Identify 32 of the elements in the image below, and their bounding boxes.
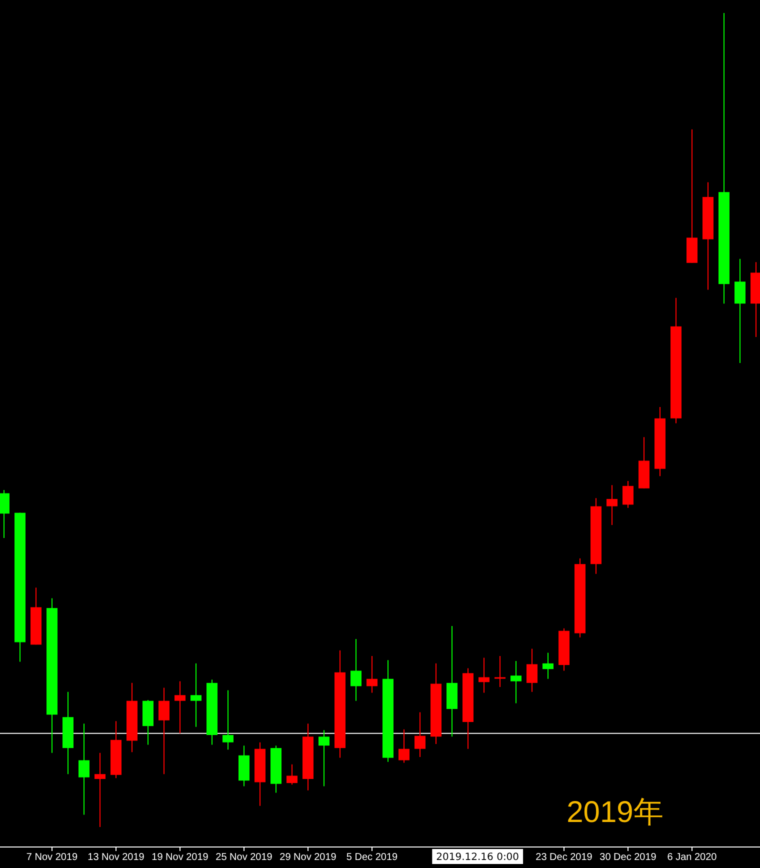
candlestick [414,712,426,758]
candlestick [158,687,170,775]
candlestick [78,723,90,816]
candlestick [526,648,538,692]
candlestick [94,752,106,828]
candlestick [190,662,202,728]
x-tick-label: 23 Dec 2019 [536,852,593,863]
candlestick [222,690,234,750]
x-tick-label: 25 Nov 2019 [216,852,273,863]
candlestick [734,258,746,364]
x-tick-label: 6 Jan 2020 [667,852,718,863]
candlestick [350,638,362,702]
candlestick [398,728,410,764]
candlestick [174,680,186,734]
candlestick [478,657,490,694]
x-tick-label: 5 Dec 2019 [346,852,398,863]
annotation: 2019年 [566,796,664,829]
x-tick-label: 7 Nov 2019 [26,852,78,863]
candlestick [0,490,10,539]
candlestick [366,656,378,694]
candlestick [542,652,554,680]
x-tick-label: 29 Nov 2019 [280,852,337,863]
candlestick [494,656,506,688]
x-tick-label: 13 Nov 2019 [88,852,145,863]
candlestick [286,764,298,786]
text: 2019.12.16 0:00 [436,852,520,863]
x-tick-label: 19 Nov 2019 [152,852,209,863]
candlestick [606,484,618,526]
x-tick-label: 30 Dec 2019 [600,852,657,863]
candlestick [510,660,522,704]
candlestick [318,730,330,787]
candlestick [622,480,634,508]
